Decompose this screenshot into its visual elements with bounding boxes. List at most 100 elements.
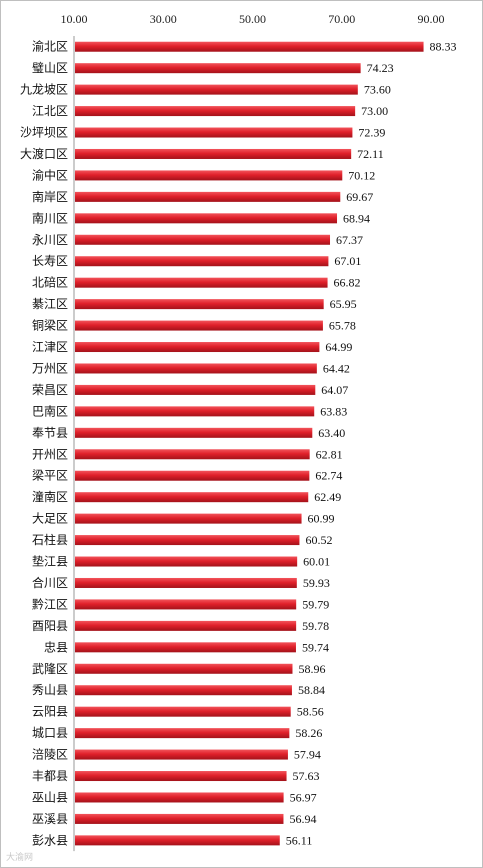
category-label: 长寿区 xyxy=(32,254,68,268)
value-label: 59.93 xyxy=(303,576,330,590)
value-label: 60.01 xyxy=(303,555,330,569)
category-label: 城口县 xyxy=(32,726,68,740)
category-label: 渝中区 xyxy=(32,167,68,182)
category-label: 南川区 xyxy=(32,210,68,225)
value-label: 65.78 xyxy=(329,319,356,333)
value-label: 59.74 xyxy=(302,640,329,654)
bar xyxy=(75,342,319,352)
value-label: 64.99 xyxy=(325,340,352,354)
bar xyxy=(75,492,308,502)
value-label: 63.40 xyxy=(318,426,345,440)
value-label: 62.81 xyxy=(316,447,343,461)
bar xyxy=(75,278,328,288)
value-label: 58.56 xyxy=(297,705,324,719)
bar xyxy=(75,835,280,845)
value-label: 74.23 xyxy=(367,61,394,75)
category-label: 秀山县 xyxy=(32,683,68,697)
bar xyxy=(75,728,289,738)
value-label: 64.07 xyxy=(321,383,348,397)
category-label: 巫溪县 xyxy=(32,812,68,826)
category-label: 綦江区 xyxy=(32,297,68,311)
bar xyxy=(75,535,299,545)
x-tick-label: 10.00 xyxy=(61,12,88,26)
value-label: 57.94 xyxy=(294,748,321,762)
bar xyxy=(75,321,323,331)
bar xyxy=(75,385,315,395)
category-label: 涪陵区 xyxy=(32,747,68,762)
watermark: 大渝网 xyxy=(6,850,33,863)
category-label: 巴南区 xyxy=(32,403,68,418)
value-label: 57.63 xyxy=(293,769,320,783)
value-label: 67.01 xyxy=(334,254,361,268)
bar xyxy=(75,685,292,695)
category-label: 永川区 xyxy=(32,233,68,247)
category-label: 忠县 xyxy=(44,640,68,654)
value-label: 67.37 xyxy=(336,233,363,247)
x-tick-label: 90.00 xyxy=(418,12,445,26)
bar xyxy=(75,471,309,481)
x-tick-label: 50.00 xyxy=(239,12,266,26)
bar xyxy=(75,771,287,781)
category-label: 沙坪坝区 xyxy=(20,126,68,140)
category-label: 大渡口区 xyxy=(20,146,68,161)
value-label: 58.96 xyxy=(298,662,325,676)
value-label: 68.94 xyxy=(343,211,370,225)
bar xyxy=(75,149,351,159)
value-label: 60.52 xyxy=(305,533,332,547)
category-label: 南岸区 xyxy=(32,189,68,204)
category-label: 江津区 xyxy=(32,340,68,354)
category-label: 梁平区 xyxy=(32,468,68,483)
category-label: 荣昌区 xyxy=(32,383,68,397)
value-label: 58.26 xyxy=(295,726,322,740)
value-label: 60.99 xyxy=(308,512,335,526)
bar xyxy=(75,63,361,73)
category-label: 开州区 xyxy=(32,447,68,461)
bar xyxy=(75,235,330,245)
value-label: 72.11 xyxy=(357,147,384,161)
bar xyxy=(75,599,296,609)
bar xyxy=(75,256,328,266)
value-label: 64.42 xyxy=(323,361,350,375)
bar xyxy=(75,363,317,373)
category-label: 酉阳县 xyxy=(32,619,68,633)
category-label: 合川区 xyxy=(32,575,68,590)
bar xyxy=(75,170,342,180)
bar xyxy=(75,578,297,588)
category-label: 铜梁区 xyxy=(32,318,68,333)
category-label: 石柱县 xyxy=(32,532,68,547)
category-label: 巫山县 xyxy=(32,790,68,804)
category-label: 彭水县 xyxy=(32,833,68,847)
bar xyxy=(75,449,310,459)
bar xyxy=(75,557,297,567)
category-label: 奉节县 xyxy=(32,426,68,440)
category-label: 垫江县 xyxy=(32,554,68,569)
category-label: 武隆区 xyxy=(32,661,68,676)
category-label: 江北区 xyxy=(32,104,68,118)
bar xyxy=(75,792,284,802)
value-label: 88.33 xyxy=(430,40,457,54)
bar xyxy=(75,406,314,416)
bar xyxy=(75,642,296,652)
bar xyxy=(75,664,292,674)
value-label: 73.00 xyxy=(361,104,388,118)
value-label: 56.11 xyxy=(286,833,313,847)
category-label: 渝北区 xyxy=(32,39,68,54)
category-label: 潼南区 xyxy=(32,489,68,504)
bar xyxy=(75,814,283,824)
value-label: 59.79 xyxy=(302,597,329,611)
bar xyxy=(75,106,355,116)
category-label: 丰都县 xyxy=(32,769,68,783)
value-label: 73.60 xyxy=(364,83,391,97)
value-label: 56.94 xyxy=(289,812,316,826)
bar xyxy=(75,299,324,309)
bar xyxy=(75,128,352,138)
value-label: 63.83 xyxy=(320,404,347,418)
bar xyxy=(75,85,358,95)
category-label: 九龙坡区 xyxy=(20,83,68,97)
value-label: 62.74 xyxy=(315,469,342,483)
value-label: 62.49 xyxy=(314,490,341,504)
category-label: 云阳县 xyxy=(32,705,68,719)
value-label: 59.78 xyxy=(302,619,329,633)
value-label: 72.39 xyxy=(358,126,385,140)
